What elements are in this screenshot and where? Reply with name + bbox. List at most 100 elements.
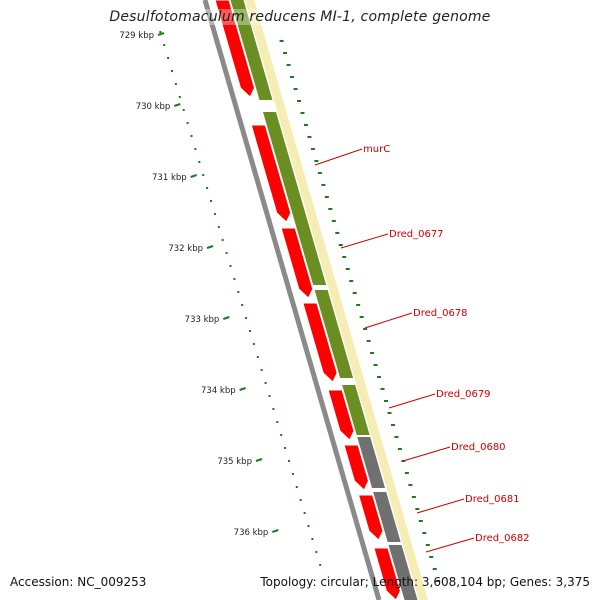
gc-dot: [264, 382, 267, 384]
gc-dot: [311, 538, 314, 540]
skew-dot: [418, 520, 423, 522]
skew-dot: [422, 532, 427, 534]
gene-label-dred_0681: Dred_0681: [465, 494, 520, 505]
map-title: Desulfotomaculum reducens MI-1, complete…: [0, 9, 600, 25]
skew-dot: [432, 568, 437, 570]
kbp-tick-mark: [239, 387, 246, 391]
gc-dot: [291, 473, 294, 475]
gene-label-line: [416, 498, 465, 514]
gc-dot: [198, 161, 201, 163]
skew-dot: [380, 388, 385, 390]
skew-dot: [286, 64, 291, 66]
gc-dot: [225, 252, 228, 254]
skew-dot: [279, 40, 284, 42]
kbp-ticks: 729 kbp 730 kbp 731 kbp 732 kbp 733 kbp 734 k…: [119, 18, 441, 582]
kbp-tick-label: 731 kbp: [152, 173, 187, 183]
gc-dot: [174, 83, 177, 85]
cds-arrow: [373, 547, 401, 600]
cds-other-segment: [357, 437, 386, 488]
gc-dot: [233, 278, 236, 280]
gc-dot: [272, 408, 275, 410]
gene-label-line: [425, 537, 475, 553]
kbp-tick-label: 733 kbp: [185, 315, 220, 325]
genome-summary-text: Topology: circular; Length: 3,608,104 bp…: [260, 575, 590, 589]
skew-dot: [335, 232, 340, 234]
gc-dot: [256, 356, 259, 358]
gc-dot: [182, 109, 185, 111]
gene-labels: murC Dred_0677 Dred_0678 Dred_0679 Dred_0680…: [314, 144, 530, 553]
kbp-tick-mark: [271, 529, 279, 533]
kbp-tick-mark: [206, 245, 214, 249]
skew-dot: [384, 400, 388, 402]
cds-arrow: [357, 494, 384, 541]
gc-dot: [178, 96, 181, 98]
cds-track-segment: [230, 0, 273, 100]
cds-other-segment: [373, 492, 401, 542]
gene-label-dred_0679: Dred_0679: [436, 389, 491, 400]
gc-dot: [295, 486, 298, 488]
gene-label-line: [314, 148, 363, 166]
skew-dot: [429, 556, 434, 558]
gc-dot: [217, 226, 220, 228]
cds-track-segment: [314, 290, 354, 378]
skew-dot: [300, 112, 305, 114]
gc-dot: [307, 525, 310, 527]
skew-dot: [411, 496, 416, 498]
skew-dot: [349, 280, 354, 282]
kbp-tick-mark: [174, 103, 181, 107]
skew-dot: [317, 172, 322, 174]
gc-dot: [319, 564, 322, 566]
kbp-tick-mark: [255, 458, 263, 462]
cds-arrow: [214, 0, 256, 98]
skew-dot: [359, 316, 364, 318]
top-track-band: [245, 0, 428, 600]
gc-dot: [155, 18, 158, 20]
skew-dot: [338, 244, 343, 246]
kbp-tick-label: 732 kbp: [168, 244, 203, 254]
kbp-tick-label: 735 kbp: [217, 457, 252, 467]
gc-dot: [237, 291, 240, 293]
accession-text: Accession: NC_009253: [10, 575, 147, 589]
skew-dot: [290, 76, 295, 78]
skew-dot: [307, 136, 312, 138]
kbp-tick-mark: [223, 316, 230, 320]
skew-dot: [373, 364, 378, 366]
skew-dot: [310, 148, 315, 150]
gc-dot: [229, 265, 232, 267]
kbp-tick-label: 729 kbp: [119, 31, 154, 41]
cds-arrow: [302, 302, 338, 383]
skew-dot: [345, 268, 350, 270]
cds-track-segment: [342, 385, 370, 435]
gc-dot: [186, 122, 189, 124]
gene-label-dred_0680: Dred_0680: [451, 442, 506, 453]
cds-arrow: [280, 227, 314, 299]
cds-track-segment: [262, 112, 327, 285]
gene-label-line: [340, 233, 389, 249]
gc-dot: [190, 135, 193, 137]
gc-dot: [221, 239, 224, 241]
gc-dot: [206, 187, 209, 189]
kbp-tick-mark: [157, 32, 165, 36]
skew-dot: [370, 352, 375, 354]
skew-dot: [363, 328, 368, 330]
gc-dot: [210, 200, 212, 202]
cds-arrow: [343, 444, 370, 491]
gene-label-murc: murC: [363, 144, 390, 155]
gene-label-line: [402, 446, 451, 462]
gc-dot: [288, 460, 290, 462]
gene-label-dred_0678: Dred_0678: [413, 308, 468, 319]
skew-dot: [425, 544, 430, 546]
gc-dot: [159, 31, 162, 33]
skew-dot: [356, 304, 361, 306]
skew-dot: [283, 52, 288, 54]
gc-dot: [260, 369, 263, 371]
skew-dot: [303, 124, 308, 126]
gc-dot: [276, 421, 279, 423]
skew-dot: [436, 580, 441, 582]
gc-dot: [213, 213, 216, 215]
gc-dot: [163, 44, 166, 46]
skew-dot: [415, 508, 420, 510]
skew-dot: [321, 184, 326, 186]
gc-dot: [241, 304, 244, 306]
